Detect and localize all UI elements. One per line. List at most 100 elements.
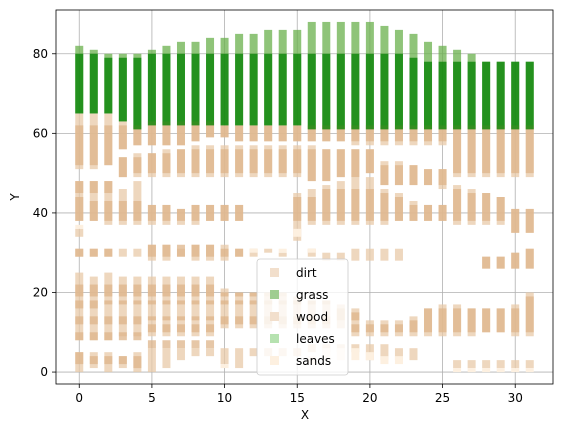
data-point [148,300,156,304]
data-point [366,324,374,332]
data-point [133,316,141,324]
data-point [468,360,476,368]
data-point [308,197,316,221]
data-point [104,300,112,304]
data-point [351,189,359,221]
data-point [511,360,519,368]
data-point [511,209,519,233]
data-point [526,125,534,173]
data-point [177,149,185,173]
data-point [148,153,156,173]
data-point [148,324,156,332]
data-point [119,58,127,122]
data-point [206,285,214,297]
data-point [395,197,403,221]
data-point [380,249,388,261]
data-point [177,54,185,126]
y-axis-label: Y [8,193,22,202]
y-tick-label: 80 [33,47,48,61]
data-point [439,169,447,185]
data-point [148,348,156,372]
data-point [380,356,388,364]
data-point [468,368,476,372]
data-point [206,348,214,356]
data-point [119,332,127,340]
data-point [177,316,185,320]
data-point [380,193,388,221]
data-point [148,54,156,126]
data-point [119,300,127,304]
data-point [366,149,374,173]
data-point [250,316,258,324]
data-point [264,149,272,173]
data-point [337,189,345,221]
data-point [439,62,447,130]
data-point [468,125,476,173]
data-point [90,125,98,165]
data-point [497,257,505,269]
data-point [235,292,243,296]
data-point [221,348,229,364]
data-point [177,285,185,297]
x-tick-label: 15 [290,391,305,405]
data-point [221,54,229,126]
data-point [148,316,156,320]
data-point [235,249,243,257]
legend-label-dirt: dirt [296,266,317,280]
data-point [409,348,417,360]
data-point [104,181,112,193]
data-point [526,209,534,233]
data-point [192,54,200,126]
data-point [148,340,156,348]
data-point [279,249,287,253]
data-point [75,332,83,340]
legend-swatch-grass [270,290,279,299]
data-point [468,308,476,332]
data-point [192,324,200,332]
legend-label-leaves: leaves [296,332,335,346]
x-tick-label: 10 [217,391,232,405]
data-point [133,201,141,221]
data-point [409,58,417,130]
legend-label-grass: grass [296,288,328,302]
data-point [526,249,534,269]
data-point [90,332,98,340]
data-point [177,245,185,257]
data-point [453,189,461,221]
data-point [75,316,83,324]
data-point [119,285,127,297]
legend: dirt grass wood leaves sands [257,259,348,375]
data-point [351,312,359,320]
x-tick-label: 25 [435,391,450,405]
data-point [192,300,200,304]
data-point [75,197,83,221]
data-point [366,54,374,130]
data-point [206,300,214,304]
data-point [439,205,447,221]
data-point [526,296,534,332]
data-point [90,316,98,324]
data-point [104,356,112,364]
data-point [90,201,98,221]
data-point [250,300,258,304]
data-point [526,62,534,130]
data-point [395,324,403,332]
data-point [75,285,83,297]
data-point [322,149,330,181]
data-point [221,316,229,324]
data-point [366,189,374,221]
data-point [148,285,156,297]
data-point [162,54,170,126]
y-tick-label: 40 [33,206,48,220]
y-tick-label: 60 [33,126,48,140]
data-point [90,181,98,193]
data-point [206,205,214,221]
data-point [409,205,417,221]
data-point [453,62,461,130]
data-point [90,54,98,114]
data-point [380,324,388,332]
data-point [424,169,432,185]
data-point [468,193,476,221]
data-point [221,149,229,173]
data-point [293,125,301,141]
